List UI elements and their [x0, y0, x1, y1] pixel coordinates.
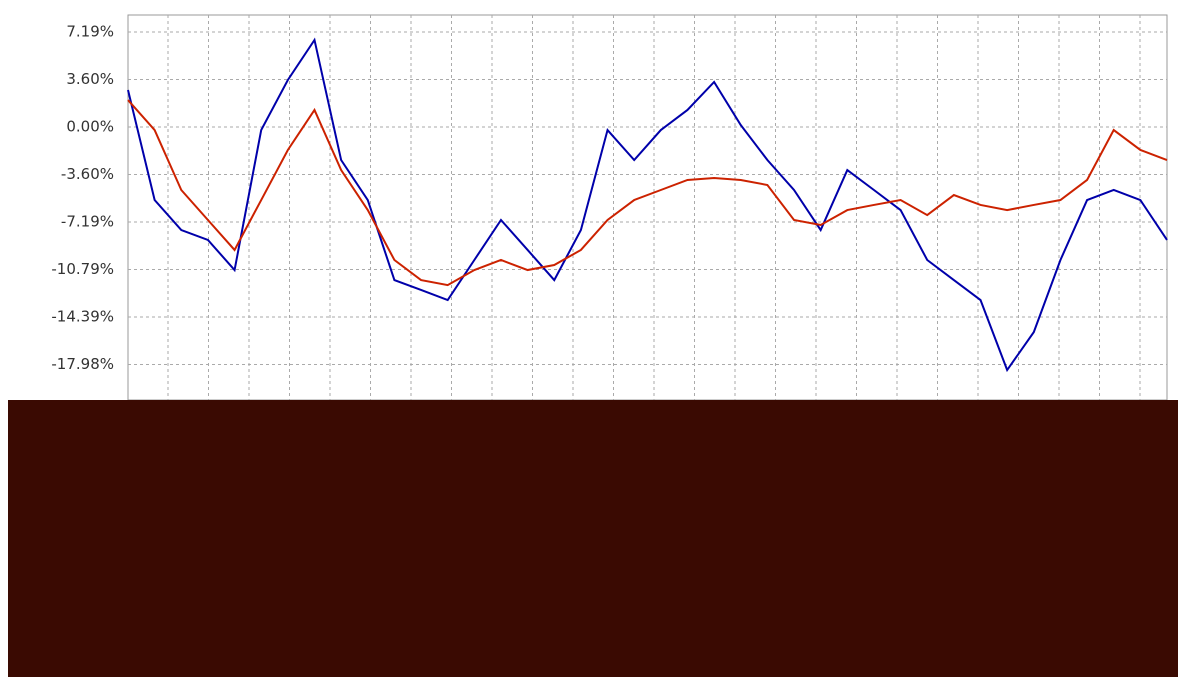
y-tick-label: 0.00%: [66, 118, 114, 136]
series-line: [127, 37, 1168, 373]
y-tick-label: -17.98%: [51, 355, 114, 373]
plot-area: [127, 14, 1168, 401]
y-tick-label: -3.60%: [61, 165, 114, 183]
y-tick-label: 3.60%: [66, 70, 114, 88]
y-tick-label: 7.19%: [66, 23, 114, 41]
y-tick-label: -7.19%: [61, 212, 114, 230]
series-line: [127, 99, 1168, 287]
y-tick-label: -14.39%: [51, 308, 114, 326]
y-tick-label: -10.79%: [51, 260, 114, 278]
corrupted-region: [8, 400, 1178, 677]
